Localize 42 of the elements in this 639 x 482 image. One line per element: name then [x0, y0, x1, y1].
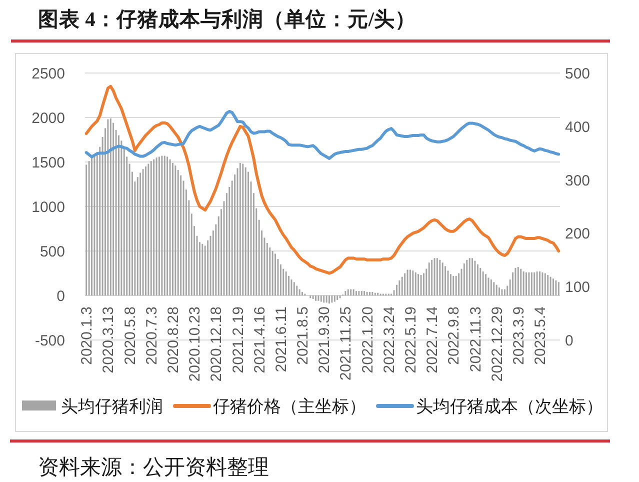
chart-title: 图表 4：仔猪成本与利润（单位：元/头） [38, 7, 416, 31]
x-tick-label: 2020.5.8 [122, 306, 139, 365]
x-tick-label: 2021.4.16 [251, 306, 268, 374]
y2-tick-label: 200 [565, 226, 590, 243]
y-tick-label: 0 [56, 288, 65, 305]
y-tick-label: -500 [34, 332, 65, 350]
x-tick-label: 2020.12.18 [208, 306, 226, 382]
y2-tick-label: 400 [565, 118, 590, 136]
x-tick-label: 2022.9.8 [446, 306, 463, 365]
y2-tick-label: 500 [565, 66, 590, 82]
x-tick-label: 2021.11.25 [338, 306, 355, 380]
y2-tick-label: 0 [565, 332, 574, 350]
x-tick-label: 2021.2.19 [230, 306, 247, 374]
y2-tick-label: 300 [565, 172, 590, 190]
line-series [84, 110, 560, 160]
y-tick-label: 1500 [32, 154, 65, 172]
x-tick-label: 2020.10.23 [186, 306, 204, 382]
y-tick-label: 500 [40, 244, 65, 260]
x-tick-label: 2021.9.30 [316, 306, 334, 374]
text: 资料来源：公开资料整理 [38, 455, 269, 479]
x-tick-label: 2022.12.29 [488, 306, 506, 382]
y-tick-label: 1000 [32, 199, 65, 216]
y-tick-label: 2500 [32, 66, 65, 82]
legend-label: 头均仔猪利润 [61, 397, 163, 416]
x-tick-label: 2020.1.3 [78, 306, 96, 365]
x-tick-label: 2022.1.20 [359, 306, 376, 374]
x-tick-label: 2020.7.3 [143, 306, 160, 365]
x-tick-label: 2022.5.19 [402, 306, 420, 374]
line-series [84, 84, 560, 275]
x-tick-label: 2022.7.14 [424, 306, 442, 374]
x-tick-label: 2023.3.9 [510, 306, 528, 365]
legend-label: 头均仔猪成本（次坐标） [416, 397, 603, 416]
x-tick-label: 2021.8.5 [294, 306, 312, 365]
x-tick-label: 2021.6.11 [272, 306, 290, 372]
y2-tick-label: 100 [565, 279, 590, 296]
legend-label: 仔猪价格（主坐标） [213, 397, 366, 416]
x-tick-label: 2020.8.28 [165, 306, 182, 374]
x-tick-label: 2023.5.4 [532, 306, 550, 365]
x-tick-label: 2020.3.13 [100, 306, 118, 374]
y-tick-label: 2000 [32, 110, 65, 127]
x-tick-label: 2022.11.3 [467, 306, 484, 372]
x-tick-label: 2022.3.24 [380, 306, 398, 374]
